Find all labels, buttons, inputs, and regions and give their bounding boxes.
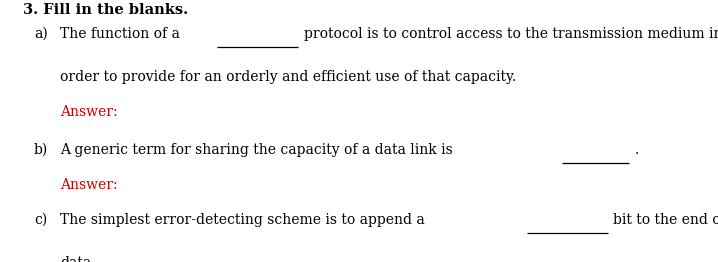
Text: A generic term for sharing the capacity of a data link is: A generic term for sharing the capacity … [60, 143, 453, 157]
Text: .: . [635, 143, 639, 157]
Text: Answer:: Answer: [60, 105, 118, 119]
Text: order to provide for an orderly and efficient use of that capacity.: order to provide for an orderly and effi… [60, 70, 516, 84]
Text: b): b) [34, 143, 48, 157]
Text: The simplest error-detecting scheme is to append a: The simplest error-detecting scheme is t… [60, 213, 425, 227]
Text: a): a) [34, 27, 47, 41]
Text: protocol is to control access to the transmission medium in: protocol is to control access to the tra… [304, 27, 718, 41]
Text: 3. Fill in the blanks.: 3. Fill in the blanks. [23, 3, 188, 17]
Text: bit to the end of a block of: bit to the end of a block of [613, 213, 718, 227]
Text: The function of a: The function of a [60, 27, 180, 41]
Text: data.: data. [60, 256, 95, 262]
Text: Answer:: Answer: [60, 178, 118, 192]
Text: c): c) [34, 213, 47, 227]
